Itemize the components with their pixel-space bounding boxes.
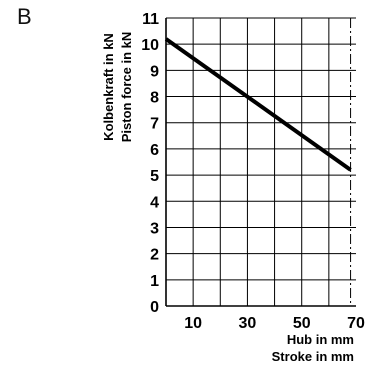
panel-label: B — [17, 4, 32, 29]
y-tick-label: 6 — [150, 142, 159, 159]
y-axis-label: Kolbenkraft in kN — [101, 33, 116, 141]
y-tick-label: 5 — [150, 168, 159, 185]
y-axis-label: Piston force in kN — [119, 32, 134, 143]
x-tick-label: 30 — [239, 315, 257, 332]
y-tick-label: 4 — [150, 194, 159, 211]
x-tick-label: 50 — [293, 315, 311, 332]
y-tick-label: 7 — [150, 116, 159, 133]
force-line — [164, 37, 352, 172]
y-tick-label: 10 — [141, 37, 159, 54]
y-tick-label: 0 — [150, 299, 159, 316]
x-axis-label: Hub in mm — [287, 332, 354, 347]
x-axis-label: Stroke in mm — [272, 349, 354, 364]
x-tick-label: 70 — [347, 315, 365, 332]
y-tick-label: 8 — [150, 90, 159, 107]
y-tick-label: 9 — [150, 63, 159, 80]
y-tick-label: 3 — [150, 220, 159, 237]
y-tick-label: 2 — [150, 247, 159, 264]
x-tick-label: 10 — [184, 315, 202, 332]
y-tick-label: 11 — [142, 11, 159, 28]
y-tick-label: 1 — [150, 273, 159, 290]
